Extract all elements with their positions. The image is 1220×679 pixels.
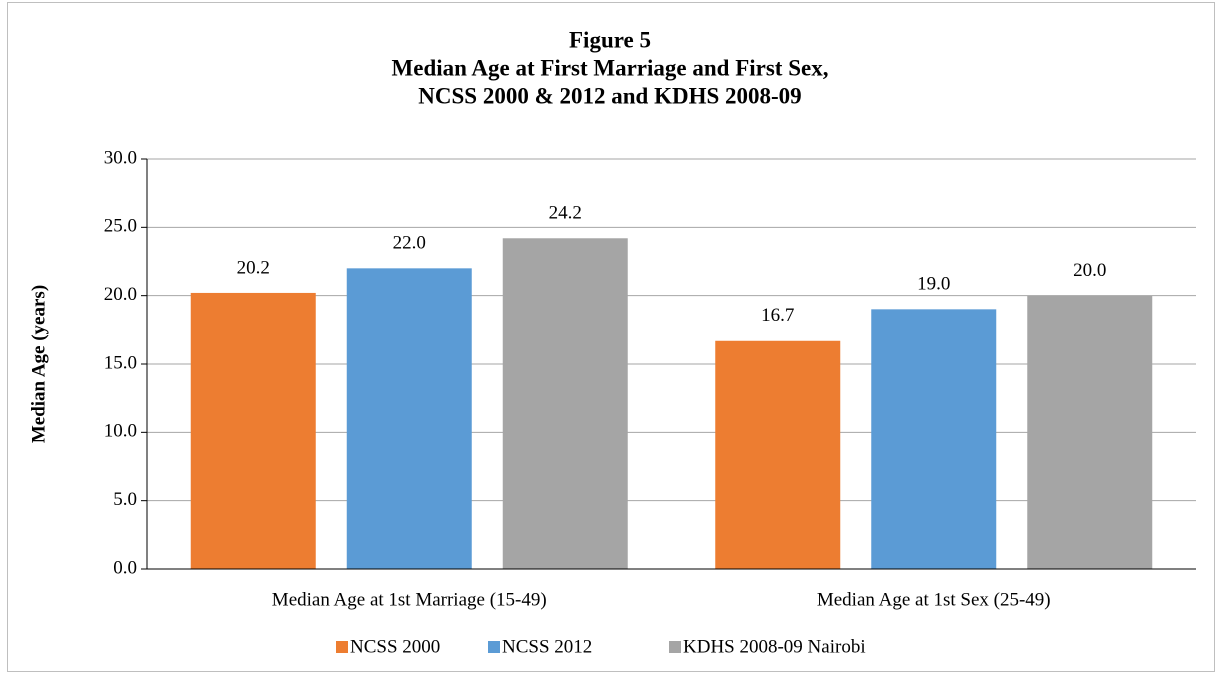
legend-swatch (488, 641, 500, 653)
bar (1027, 295, 1153, 569)
y-tick-label: 25.0 (104, 216, 137, 237)
data-label: 20.0 (1073, 260, 1106, 281)
y-tick-label: 5.0 (113, 489, 137, 510)
bar (715, 340, 841, 569)
data-label: 16.7 (761, 305, 794, 326)
chart-title: NCSS 2000 & 2012 and KDHS 2008-09 (418, 83, 801, 108)
y-tick-label: 20.0 (104, 284, 137, 305)
bar (346, 268, 472, 569)
data-label: 22.0 (393, 233, 426, 254)
y-tick-label: 10.0 (104, 421, 137, 442)
data-label: 24.2 (549, 203, 582, 224)
y-tick-label: 30.0 (104, 147, 137, 168)
x-tick-label: Median Age at 1st Marriage (15-49) (272, 589, 547, 610)
bar (190, 292, 316, 569)
y-tick-label: 0.0 (113, 557, 137, 578)
chart-title: Figure 5 (569, 27, 651, 52)
legend-swatch (336, 641, 348, 653)
legend-swatch (669, 641, 681, 653)
data-label: 19.0 (917, 274, 950, 295)
y-axis-label: Median Age (years) (28, 285, 49, 443)
x-tick-label: Median Age at 1st Sex (25-49) (817, 589, 1051, 610)
legend-label: NCSS 2000 (350, 636, 440, 657)
chart-title: Median Age at First Marriage and First S… (392, 55, 829, 80)
bar (871, 309, 997, 569)
legend-label: NCSS 2012 (502, 636, 592, 657)
bar (502, 238, 628, 569)
data-label: 20.2 (237, 257, 270, 278)
y-tick-label: 15.0 (104, 352, 137, 373)
legend-label: KDHS 2008-09 Nairobi (683, 636, 866, 657)
